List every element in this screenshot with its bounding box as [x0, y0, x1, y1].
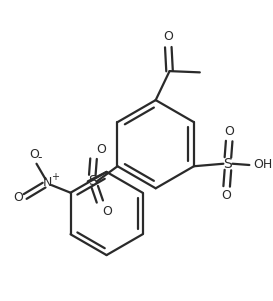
Text: S: S: [224, 157, 232, 171]
Text: O: O: [13, 191, 23, 204]
Text: O: O: [96, 143, 106, 156]
Text: O: O: [222, 189, 232, 203]
Text: O: O: [102, 205, 112, 218]
Text: OH: OH: [253, 159, 272, 172]
Text: +: +: [51, 172, 59, 182]
Text: O: O: [29, 148, 39, 161]
Text: O: O: [224, 125, 234, 138]
Text: N: N: [43, 176, 52, 189]
Text: -: -: [37, 151, 42, 164]
Text: O: O: [163, 30, 173, 43]
Text: S: S: [88, 174, 97, 188]
